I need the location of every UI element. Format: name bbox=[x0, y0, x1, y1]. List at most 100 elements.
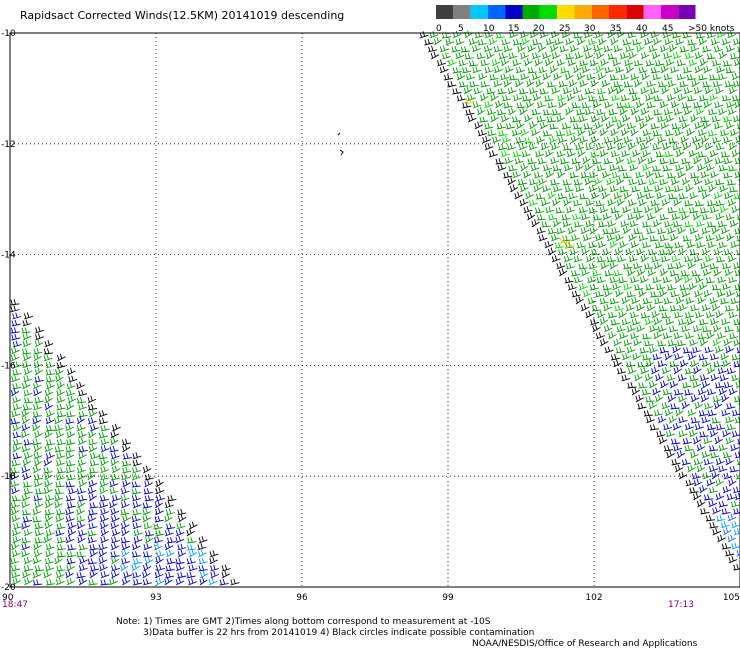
wind-barb bbox=[615, 346, 625, 354]
wind-barb bbox=[44, 339, 54, 348]
colorbar-label: 40 bbox=[636, 24, 648, 34]
wind-barb bbox=[11, 486, 20, 495]
wind-barb bbox=[515, 136, 525, 144]
wind-barb bbox=[667, 339, 677, 347]
wind-barb bbox=[34, 529, 44, 537]
wind-barb bbox=[592, 269, 602, 277]
wind-barb bbox=[98, 543, 108, 551]
wind-barb bbox=[570, 44, 579, 53]
wind-barb bbox=[523, 206, 533, 214]
wind-barb bbox=[674, 241, 684, 249]
wind-barb bbox=[121, 549, 130, 558]
wind-barb bbox=[44, 479, 53, 488]
wind-barb bbox=[705, 515, 715, 522]
wind-barb bbox=[78, 403, 88, 411]
wind-barb bbox=[155, 556, 164, 565]
wind-barb bbox=[589, 171, 599, 179]
wind-barb bbox=[647, 156, 657, 165]
wind-barb bbox=[618, 310, 627, 319]
wind-barb bbox=[628, 51, 638, 60]
wind-barb bbox=[87, 536, 97, 544]
wind-barb bbox=[132, 558, 143, 565]
wind-barb bbox=[23, 556, 33, 565]
wind-barb bbox=[33, 388, 42, 397]
wind-barb bbox=[636, 247, 645, 256]
wind-barb bbox=[728, 478, 737, 487]
wind-barb bbox=[671, 213, 681, 221]
wind-barb bbox=[714, 101, 724, 109]
wind-barb bbox=[734, 395, 740, 403]
wind-barb bbox=[642, 354, 652, 361]
wind-barb bbox=[98, 556, 108, 565]
wind-barb bbox=[623, 136, 633, 144]
wind-barb bbox=[640, 107, 650, 116]
wind-barb bbox=[593, 214, 603, 221]
wind-barb bbox=[730, 241, 740, 249]
wind-barb bbox=[671, 438, 681, 445]
wind-barb bbox=[585, 310, 595, 319]
colorbar-segment bbox=[505, 5, 523, 19]
wind-barb bbox=[604, 66, 614, 74]
wind-barb bbox=[550, 179, 560, 186]
wind-barb bbox=[659, 213, 669, 221]
wind-barb bbox=[722, 451, 733, 459]
wind-barb bbox=[727, 534, 737, 543]
wind-barb bbox=[656, 191, 666, 200]
wind-barb bbox=[474, 121, 484, 130]
wind-barb bbox=[176, 522, 186, 530]
colorbar-segment bbox=[453, 5, 471, 19]
wind-barb bbox=[100, 473, 110, 481]
wind-barb bbox=[532, 52, 541, 60]
wind-barb bbox=[21, 444, 31, 453]
wind-barb bbox=[12, 452, 22, 460]
wind-barb bbox=[663, 73, 673, 81]
wind-barb bbox=[24, 397, 34, 404]
wind-barb bbox=[675, 261, 685, 270]
wind-barb bbox=[682, 381, 692, 389]
wind-barb bbox=[731, 542, 740, 550]
wind-barb bbox=[713, 324, 722, 333]
wind-barb bbox=[623, 191, 632, 200]
wind-barb bbox=[736, 303, 740, 312]
wind-barb bbox=[720, 521, 730, 529]
wind-barb bbox=[678, 207, 688, 214]
wind-barb bbox=[715, 178, 725, 186]
wind-barb bbox=[613, 338, 622, 347]
wind-barb bbox=[455, 38, 465, 46]
wind-barb bbox=[669, 157, 679, 165]
wind-barb bbox=[736, 458, 740, 466]
wind-barb bbox=[594, 30, 604, 39]
wind-barb bbox=[702, 472, 712, 480]
colorbar-label: 45 bbox=[662, 24, 673, 34]
wind-barb bbox=[45, 361, 55, 369]
wind-barb bbox=[690, 304, 700, 312]
wind-barb bbox=[686, 241, 696, 249]
wind-barb bbox=[733, 193, 740, 200]
wind-barb bbox=[686, 128, 695, 137]
wind-barb bbox=[671, 100, 680, 109]
wind-barb bbox=[78, 410, 88, 418]
wind-barb bbox=[56, 388, 65, 397]
wind-barb bbox=[447, 80, 457, 88]
wind-barb bbox=[198, 536, 208, 544]
wind-barb bbox=[551, 255, 561, 263]
wind-barb bbox=[635, 394, 644, 403]
wind-barb bbox=[604, 289, 613, 298]
wind-barb bbox=[56, 522, 66, 530]
wind-barb bbox=[507, 177, 516, 186]
wind-barb bbox=[708, 465, 718, 473]
wind-barb bbox=[67, 367, 76, 376]
island-mark bbox=[337, 132, 344, 156]
wind-barb bbox=[186, 544, 197, 551]
wind-barb bbox=[536, 227, 546, 235]
wind-barb bbox=[600, 58, 609, 67]
time-left: 18:47 bbox=[2, 600, 28, 610]
wind-barb bbox=[626, 157, 636, 165]
wind-barb bbox=[56, 467, 67, 474]
wind-barb bbox=[701, 191, 711, 200]
wind-barb bbox=[155, 494, 165, 502]
wind-barb bbox=[674, 185, 684, 193]
wind-barb bbox=[477, 39, 487, 46]
wind-barb bbox=[45, 500, 54, 509]
wind-barb bbox=[663, 108, 673, 116]
